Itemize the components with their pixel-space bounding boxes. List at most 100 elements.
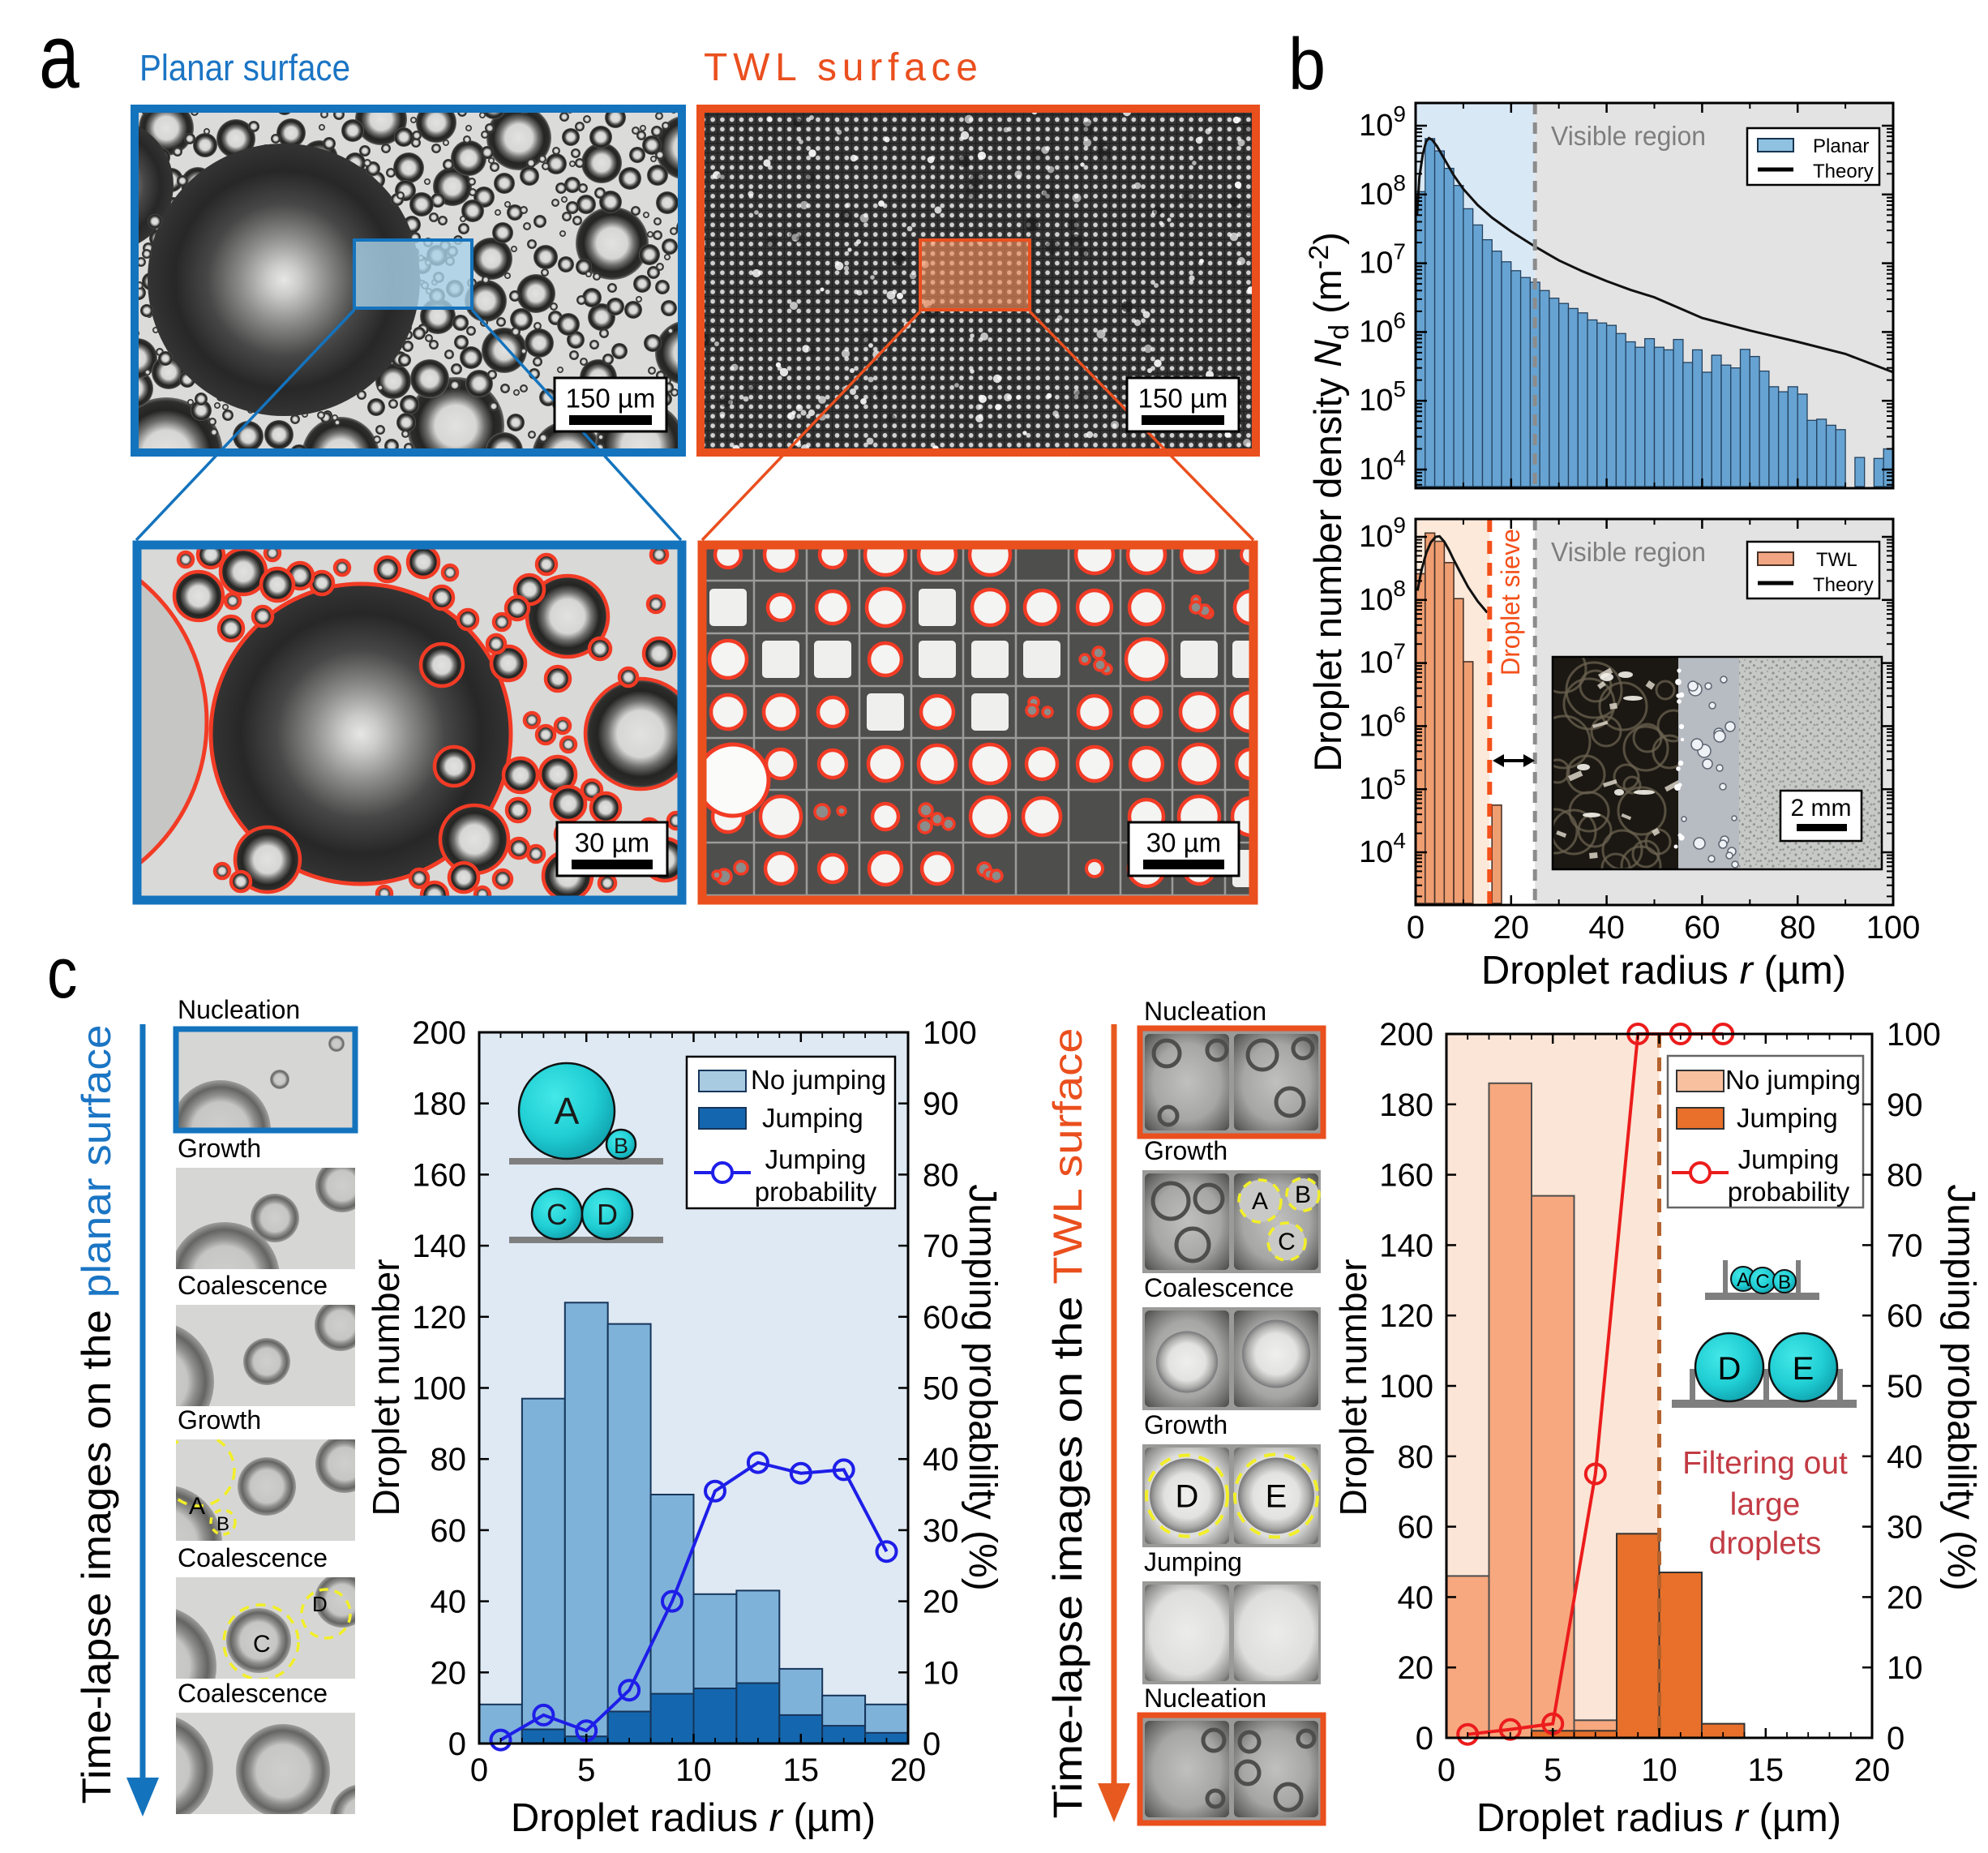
svg-text:Time-lapse images on the plana: Time-lapse images on the planar surface [74, 1025, 119, 1804]
svg-text:b: b [1288, 24, 1326, 105]
svg-text:20: 20 [1398, 1650, 1434, 1686]
svg-text:B: B [216, 1513, 229, 1535]
svg-text:40: 40 [431, 1585, 467, 1620]
svg-text:D: D [1176, 1479, 1199, 1515]
svg-text:10: 10 [1641, 1752, 1677, 1788]
svg-text:C: C [1278, 1229, 1296, 1255]
svg-text:Theory: Theory [1813, 574, 1874, 596]
svg-text:Nucleation: Nucleation [178, 995, 300, 1024]
svg-text:Droplet radius r (µm): Droplet radius r (µm) [1476, 1796, 1841, 1840]
svg-text:60: 60 [1684, 910, 1720, 946]
svg-text:90: 90 [1887, 1087, 1923, 1123]
svg-text:5: 5 [577, 1752, 595, 1788]
svg-text:60: 60 [923, 1300, 959, 1336]
svg-text:0: 0 [470, 1752, 488, 1788]
svg-text:100: 100 [1887, 1017, 1941, 1053]
svg-text:Droplet radius r (µm): Droplet radius r (µm) [1481, 949, 1846, 993]
svg-text:c: c [47, 933, 77, 1013]
svg-text:90: 90 [923, 1087, 959, 1122]
svg-text:B: B [614, 1134, 628, 1158]
svg-text:200: 200 [1379, 1017, 1433, 1053]
svg-text:40: 40 [1588, 910, 1625, 946]
svg-text:C: C [546, 1198, 568, 1231]
svg-text:0: 0 [1416, 1721, 1433, 1756]
svg-text:TWL: TWL [1816, 549, 1857, 571]
svg-text:Jumping probability (%): Jumping probability (%) [1939, 1184, 1982, 1591]
svg-text:30: 30 [923, 1513, 959, 1549]
svg-text:Growth: Growth [178, 1405, 261, 1435]
svg-text:50: 50 [923, 1371, 959, 1407]
svg-text:A: A [1252, 1188, 1268, 1215]
svg-text:120: 120 [412, 1300, 466, 1336]
svg-text:Growth: Growth [1144, 1136, 1228, 1165]
svg-text:Theory: Theory [1813, 161, 1874, 182]
svg-text:150 µm: 150 µm [1138, 383, 1228, 413]
svg-text:Planar: Planar [1813, 135, 1869, 157]
svg-text:D: D [1718, 1351, 1742, 1387]
svg-text:Visible region: Visible region [1551, 537, 1706, 567]
svg-text:106: 106 [1359, 307, 1406, 349]
svg-text:80: 80 [1887, 1158, 1923, 1194]
svg-text:Jumping: Jumping [1738, 1144, 1840, 1174]
svg-text:Jumping: Jumping [1144, 1547, 1242, 1576]
svg-text:droplets: droplets [1709, 1526, 1822, 1561]
svg-text:160: 160 [1379, 1158, 1433, 1194]
svg-text:E: E [1266, 1479, 1287, 1515]
svg-text:probability: probability [755, 1177, 877, 1207]
svg-text:Droplet radius r (µm): Droplet radius r (µm) [511, 1796, 876, 1840]
svg-text:70: 70 [1887, 1228, 1923, 1263]
svg-text:15: 15 [1748, 1752, 1784, 1788]
svg-text:20: 20 [1493, 910, 1530, 946]
svg-text:20: 20 [1854, 1752, 1891, 1788]
svg-text:20: 20 [923, 1585, 959, 1620]
svg-text:a: a [39, 6, 79, 108]
svg-text:Growth: Growth [178, 1134, 261, 1163]
svg-text:Coalescence: Coalescence [178, 1679, 328, 1708]
svg-text:C: C [253, 1631, 271, 1658]
svg-text:10: 10 [675, 1752, 712, 1788]
svg-text:40: 40 [1887, 1439, 1923, 1475]
svg-text:200: 200 [412, 1015, 466, 1051]
svg-text:40: 40 [1398, 1580, 1434, 1615]
svg-text:100: 100 [923, 1015, 977, 1051]
svg-text:A: A [1737, 1269, 1750, 1291]
svg-text:Droplet sieve: Droplet sieve [1496, 529, 1525, 676]
svg-text:Time-lapse images on the TWL s: Time-lapse images on the TWL surface [1045, 1028, 1090, 1819]
svg-text:Visible region: Visible region [1551, 121, 1706, 151]
svg-text:120: 120 [1379, 1298, 1433, 1334]
svg-text:Jumping: Jumping [1737, 1103, 1838, 1133]
svg-text:5: 5 [1544, 1752, 1562, 1788]
svg-text:0: 0 [923, 1726, 940, 1762]
svg-text:Coalescence: Coalescence [178, 1543, 328, 1572]
svg-text:100: 100 [1379, 1369, 1433, 1405]
svg-text:C: C [1755, 1271, 1769, 1293]
svg-text:100: 100 [412, 1371, 466, 1407]
svg-text:10: 10 [1887, 1650, 1923, 1686]
svg-text:Planar surface: Planar surface [139, 47, 350, 88]
svg-text:60: 60 [431, 1513, 467, 1549]
svg-text:0: 0 [1887, 1721, 1904, 1756]
svg-text:180: 180 [1379, 1087, 1433, 1123]
svg-text:0: 0 [1437, 1752, 1455, 1788]
svg-text:probability: probability [1728, 1177, 1850, 1207]
svg-text:A: A [189, 1493, 205, 1520]
svg-text:20: 20 [890, 1752, 927, 1788]
svg-text:Jumping: Jumping [765, 1144, 867, 1174]
svg-text:No jumping: No jumping [1725, 1065, 1861, 1095]
svg-text:80: 80 [431, 1442, 467, 1478]
svg-text:Nucleation: Nucleation [1144, 997, 1266, 1026]
svg-text:Coalescence: Coalescence [178, 1271, 328, 1300]
svg-text:80: 80 [923, 1157, 959, 1193]
svg-text:80: 80 [1398, 1439, 1434, 1475]
svg-text:large: large [1730, 1487, 1801, 1522]
svg-text:Filtering out: Filtering out [1682, 1446, 1848, 1481]
svg-text:No jumping: No jumping [751, 1065, 886, 1095]
svg-text:140: 140 [412, 1229, 466, 1264]
svg-text:Jumping probability (%): Jumping probability (%) [961, 1184, 1004, 1591]
svg-text:180: 180 [412, 1087, 466, 1122]
svg-text:Coalescence: Coalescence [1144, 1273, 1294, 1302]
svg-text:100: 100 [1866, 910, 1921, 946]
svg-text:Jumping: Jumping [762, 1103, 863, 1133]
svg-text:15: 15 [783, 1752, 820, 1788]
svg-text:Droplet number: Droplet number [1332, 1259, 1374, 1516]
